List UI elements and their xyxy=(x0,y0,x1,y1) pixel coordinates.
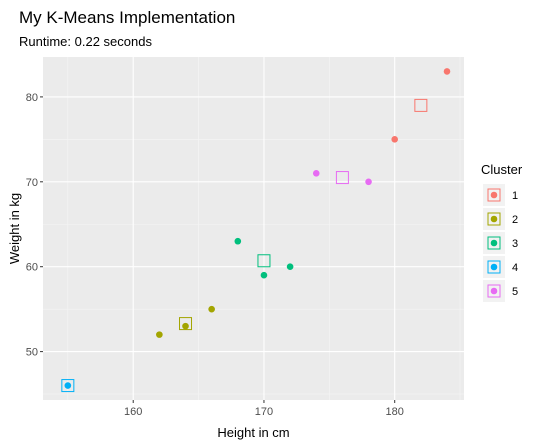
legend-label-3: 3 xyxy=(512,238,518,250)
legend-square-5 xyxy=(487,284,501,298)
legend-dot-3 xyxy=(490,239,498,247)
centroid-cluster-1 xyxy=(414,98,428,112)
y-tick-label-2: 70 xyxy=(26,177,38,189)
legend-square-2 xyxy=(487,212,501,226)
legend-label-2: 2 xyxy=(512,214,518,226)
point-cluster-2-3 xyxy=(182,322,189,330)
tick-labels: 160 170 180 50 60 70 80 xyxy=(26,92,404,418)
point-cluster-2-4 xyxy=(208,305,215,313)
centroid-cluster-4 xyxy=(61,379,75,393)
legend-items: 1 2 3 4 5 xyxy=(483,184,518,302)
centroid-cluster-5 xyxy=(335,171,349,185)
y-tick-label-1: 60 xyxy=(26,262,38,274)
legend-label-5: 5 xyxy=(512,286,518,298)
centroid-markers xyxy=(61,98,428,393)
x-tick-label-0: 160 xyxy=(124,406,142,418)
point-cluster-1-1 xyxy=(391,136,399,143)
chart-subtitle: Runtime: 0.22 seconds xyxy=(19,34,152,49)
legend-title: Cluster xyxy=(481,162,523,177)
legend-dot-4 xyxy=(490,263,498,271)
point-cluster-3-5 xyxy=(234,237,242,245)
point-cluster-3-7 xyxy=(286,263,294,271)
point-cluster-3-6 xyxy=(260,271,268,279)
point-cluster-4-8 xyxy=(64,382,72,389)
legend: Cluster 1 2 3 4 5 xyxy=(481,162,523,302)
centroid-cluster-3 xyxy=(257,254,271,268)
legend-dot-1 xyxy=(490,191,498,199)
point-cluster-1-0 xyxy=(443,68,451,75)
legend-square-1 xyxy=(487,188,501,202)
legend-dot-5 xyxy=(490,287,498,295)
data-points xyxy=(64,68,451,389)
y-axis-label: Weight in kg xyxy=(7,193,22,264)
point-cluster-2-2 xyxy=(156,331,163,338)
x-tick-label-1: 170 xyxy=(255,406,273,418)
centroid-cluster-2 xyxy=(179,317,193,331)
legend-dot-2 xyxy=(490,215,498,223)
y-tick-label-0: 50 xyxy=(26,347,38,359)
grid-major-lines xyxy=(43,57,464,400)
y-tick-label-3: 80 xyxy=(26,92,38,104)
chart-title: My K-Means Implementation xyxy=(19,8,235,27)
x-axis-label: Height in cm xyxy=(217,425,289,440)
legend-label-4: 4 xyxy=(512,262,518,274)
legend-square-4 xyxy=(487,260,501,274)
plot-panel xyxy=(43,57,464,400)
axis-ticks xyxy=(40,96,396,403)
grid-minor-lines xyxy=(43,57,464,400)
point-cluster-5-10 xyxy=(365,178,372,186)
x-tick-label-2: 180 xyxy=(386,406,404,418)
legend-label-1: 1 xyxy=(512,190,518,202)
point-cluster-5-9 xyxy=(312,170,320,177)
legend-square-3 xyxy=(487,236,501,250)
